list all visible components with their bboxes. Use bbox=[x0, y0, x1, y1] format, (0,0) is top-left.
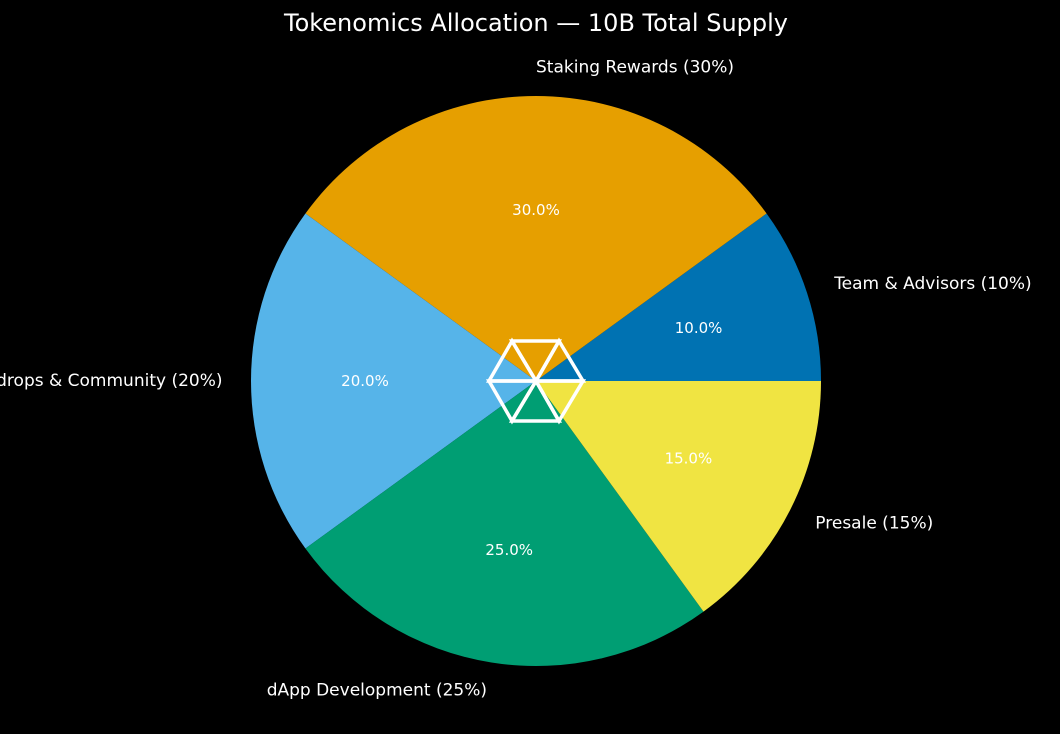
slice-label: Staking Rewards (30%) bbox=[536, 58, 734, 78]
slice-labels: Team & Advisors (10%) Staking Rewards (30… bbox=[0, 58, 1032, 701]
chart-title: Tokenomics Allocation — 10B Total Supply bbox=[283, 9, 788, 37]
pie-slice-airdrops-community bbox=[250, 213, 536, 549]
pie-slice-presale bbox=[536, 381, 821, 612]
percent-label: 15.0% bbox=[665, 450, 713, 468]
pie-slice-dapp-development bbox=[305, 381, 704, 667]
pie-slices bbox=[250, 95, 821, 667]
percent-label: 20.0% bbox=[341, 372, 389, 390]
percent-label: 10.0% bbox=[675, 319, 723, 337]
slice-label: Team & Advisors (10%) bbox=[833, 274, 1031, 294]
percent-label: 25.0% bbox=[485, 541, 533, 559]
slice-label: dApp Development (25%) bbox=[267, 681, 487, 701]
pie-slice-staking-rewards bbox=[305, 95, 767, 381]
percent-label: 30.0% bbox=[512, 201, 560, 219]
pie-slice-team-advisors bbox=[536, 213, 821, 381]
percent-labels: 10.0% 30.0% 20.0% 25.0% 15.0% bbox=[341, 201, 722, 559]
slice-label: Airdrops & Community (20%) bbox=[0, 371, 223, 391]
logo-triangle bbox=[532, 379, 587, 425]
slice-label: Presale (15%) bbox=[815, 513, 933, 533]
hexagonal-logo-icon bbox=[485, 337, 587, 425]
